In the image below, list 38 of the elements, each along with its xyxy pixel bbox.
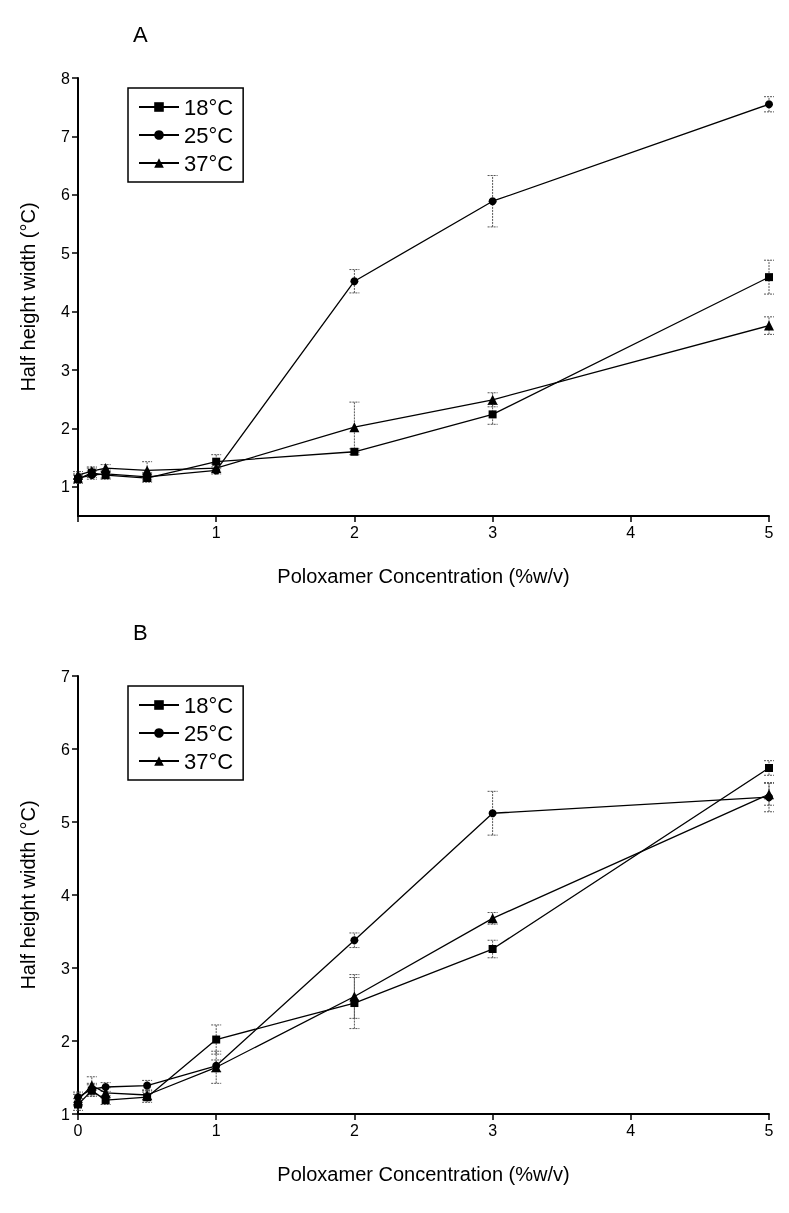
x-tick-label: 1 xyxy=(211,523,221,541)
legend-label: 25°C xyxy=(184,122,234,148)
y-tick-label: 7 xyxy=(61,127,71,145)
y-tick-label: 5 xyxy=(61,813,71,831)
y-tick-label: 2 xyxy=(61,1032,71,1050)
x-tick-label: 4 xyxy=(626,1121,636,1139)
y-axis-title: Half height width (°C) xyxy=(17,800,39,990)
y-tick-label: 8 xyxy=(61,69,71,87)
x-tick-label: 5 xyxy=(764,1121,774,1139)
x-tick-label: 0 xyxy=(73,1121,83,1139)
x-axis-title: Poloxamer Concentration (%w/v) xyxy=(277,1163,570,1185)
chart-title: B xyxy=(133,619,148,645)
y-tick-label: 6 xyxy=(61,186,71,204)
y-tick-label: 4 xyxy=(61,886,71,904)
x-tick-label: 3 xyxy=(488,1121,498,1139)
legend-label: 37°C xyxy=(184,748,234,774)
legend-label: 37°C xyxy=(184,150,234,176)
x-tick-label: 1 xyxy=(211,1121,221,1139)
legend-label: 25°C xyxy=(184,720,234,746)
y-tick-label: 7 xyxy=(61,667,71,685)
y-tick-label: 3 xyxy=(61,361,71,379)
legend-label: 18°C xyxy=(184,692,234,718)
x-tick-label: 2 xyxy=(349,523,359,541)
legend-label: 18°C xyxy=(184,94,234,120)
x-tick-label: 4 xyxy=(626,523,636,541)
chart-title: A xyxy=(133,21,148,47)
x-tick-label: 3 xyxy=(488,523,498,541)
y-tick-label: 2 xyxy=(61,419,71,437)
x-tick-label: 2 xyxy=(349,1121,359,1139)
y-tick-label: 1 xyxy=(61,478,71,496)
y-tick-label: 5 xyxy=(61,244,71,262)
y-tick-label: 4 xyxy=(61,303,71,321)
y-axis-title: Half height width (°C) xyxy=(17,202,39,392)
x-tick-label: 5 xyxy=(764,523,774,541)
y-tick-label: 3 xyxy=(61,959,71,977)
y-tick-label: 6 xyxy=(61,740,71,758)
y-tick-label: 1 xyxy=(61,1105,71,1123)
x-axis-title: Poloxamer Concentration (%w/v) xyxy=(277,565,570,587)
